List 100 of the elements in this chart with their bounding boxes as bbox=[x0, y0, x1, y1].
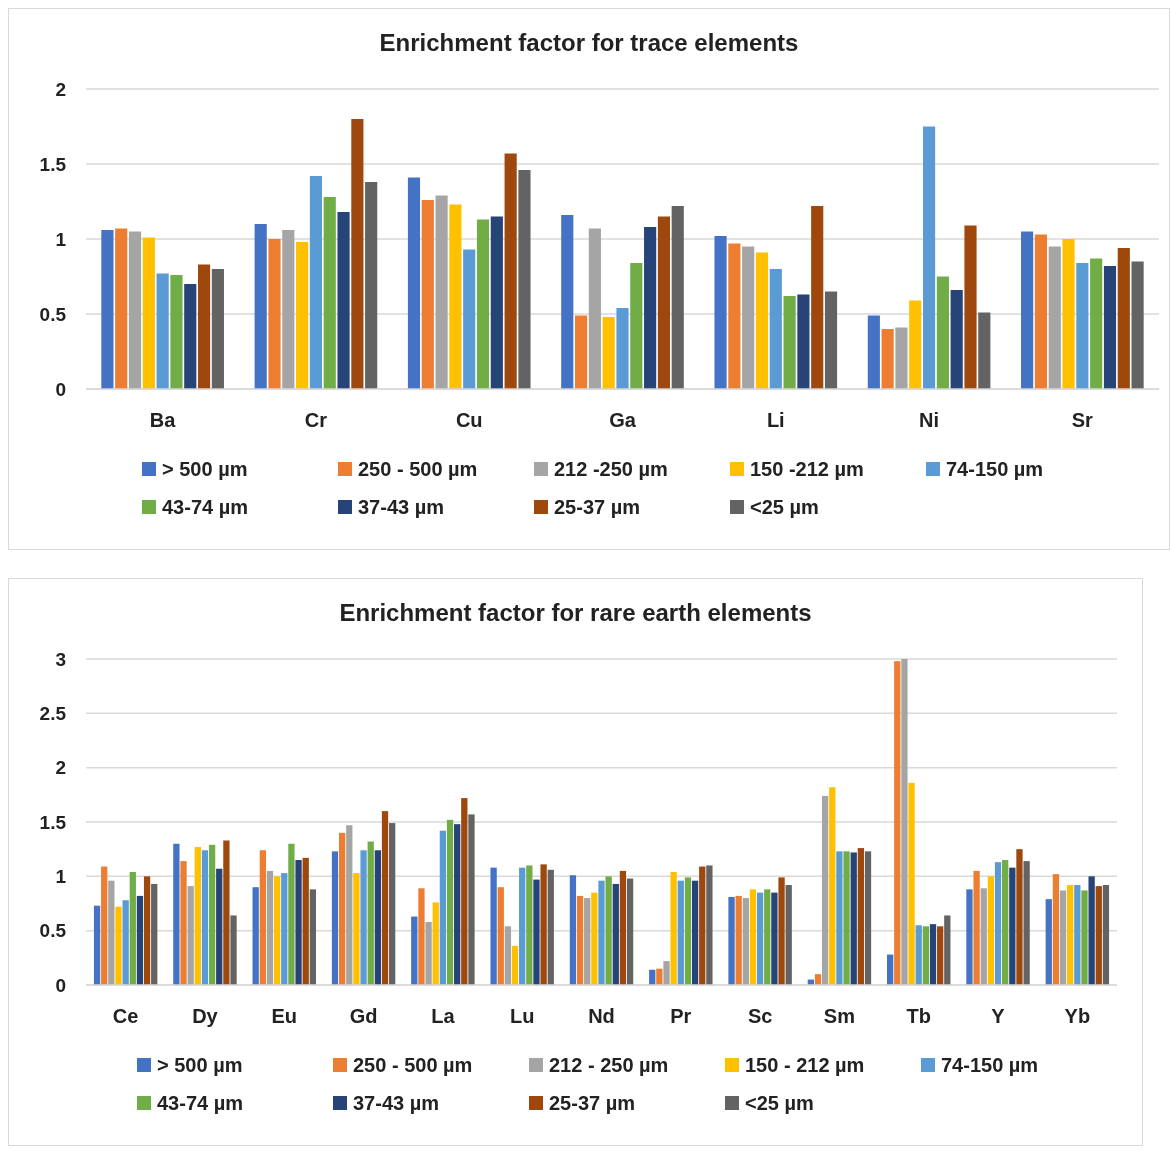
bar bbox=[1090, 258, 1103, 389]
bar bbox=[108, 880, 115, 985]
bar bbox=[435, 195, 448, 389]
x-tick-label: Tb bbox=[906, 1005, 931, 1027]
bar bbox=[1103, 266, 1117, 389]
bar bbox=[122, 900, 129, 985]
bar bbox=[1052, 874, 1060, 985]
bar bbox=[407, 177, 421, 389]
x-tick-label: Gd bbox=[349, 1005, 378, 1027]
bar bbox=[439, 830, 447, 985]
bar bbox=[365, 182, 378, 389]
bar bbox=[449, 204, 462, 389]
bar bbox=[526, 865, 533, 985]
x-tick-label: Sm bbox=[823, 1005, 855, 1027]
y-tick-label: 2 bbox=[55, 78, 66, 100]
x-tick-label: Yb bbox=[1064, 1005, 1091, 1027]
legend-label: 37-43 µm bbox=[353, 1092, 440, 1114]
bar bbox=[864, 851, 872, 985]
legend-label: 250 - 500 µm bbox=[353, 1054, 473, 1076]
bar bbox=[468, 814, 475, 985]
bar bbox=[446, 819, 454, 985]
legend-label: 212 - 250 µm bbox=[549, 1054, 669, 1076]
bar bbox=[671, 206, 684, 389]
bar bbox=[944, 915, 951, 985]
bar bbox=[811, 206, 824, 389]
bar bbox=[128, 231, 142, 389]
bar bbox=[978, 312, 991, 389]
bar bbox=[908, 782, 915, 985]
bar bbox=[987, 876, 995, 985]
bar bbox=[339, 832, 346, 985]
bar bbox=[273, 876, 281, 985]
bar bbox=[936, 276, 949, 389]
bar bbox=[1034, 234, 1047, 389]
bar bbox=[282, 230, 295, 389]
legend-label: <25 µm bbox=[745, 1092, 814, 1114]
bar bbox=[598, 880, 605, 985]
x-tick-label: Lu bbox=[509, 1005, 535, 1027]
bar bbox=[937, 926, 944, 985]
bar bbox=[742, 246, 755, 389]
legend-label: 43-74 µm bbox=[157, 1092, 244, 1114]
bar bbox=[735, 895, 742, 985]
bar bbox=[463, 249, 476, 389]
bar bbox=[742, 898, 749, 985]
legend-label: 150 - 212 µm bbox=[745, 1054, 865, 1076]
bar bbox=[268, 239, 281, 389]
bar bbox=[1074, 885, 1081, 985]
bar bbox=[432, 902, 439, 985]
bar bbox=[857, 848, 864, 985]
x-tick-label: Cr bbox=[304, 409, 328, 431]
bar bbox=[980, 888, 987, 985]
bar bbox=[575, 315, 588, 389]
bar bbox=[346, 825, 353, 985]
x-tick-label: Y bbox=[991, 1005, 1006, 1027]
bar bbox=[101, 866, 108, 985]
bar bbox=[887, 954, 894, 985]
y-tick-label: 1.5 bbox=[39, 153, 67, 175]
bar bbox=[421, 200, 434, 389]
bar bbox=[569, 875, 577, 985]
bar bbox=[476, 219, 490, 389]
x-tick-label: La bbox=[431, 1005, 456, 1027]
bar bbox=[156, 273, 169, 389]
bar bbox=[950, 290, 963, 389]
bar bbox=[973, 870, 980, 985]
bar bbox=[929, 924, 937, 985]
bar bbox=[576, 895, 584, 985]
bar bbox=[504, 926, 512, 985]
bar bbox=[259, 850, 266, 985]
bar bbox=[194, 846, 201, 985]
bar bbox=[867, 315, 880, 389]
bar bbox=[266, 870, 274, 985]
bar bbox=[1016, 849, 1023, 985]
bar bbox=[115, 228, 128, 389]
bar bbox=[519, 867, 526, 985]
bar bbox=[101, 230, 114, 389]
bar bbox=[1021, 231, 1034, 389]
bar bbox=[588, 228, 601, 389]
bar bbox=[1062, 239, 1075, 389]
bar bbox=[764, 889, 771, 985]
bar bbox=[771, 892, 778, 985]
bar bbox=[901, 659, 908, 985]
bar bbox=[295, 860, 302, 985]
bar bbox=[728, 243, 741, 389]
bar bbox=[454, 824, 461, 985]
bar bbox=[1131, 261, 1144, 389]
bar bbox=[180, 861, 187, 985]
bar bbox=[389, 823, 396, 985]
bar bbox=[360, 850, 367, 985]
bar bbox=[331, 851, 339, 985]
bar bbox=[1102, 885, 1110, 985]
x-tick-label: Eu bbox=[271, 1005, 298, 1027]
bar bbox=[850, 852, 857, 985]
bar bbox=[187, 886, 194, 985]
legend-label: 37-43 µm bbox=[358, 496, 445, 518]
bar bbox=[656, 968, 663, 985]
bar bbox=[93, 905, 101, 985]
bar bbox=[755, 252, 769, 389]
legend-label: 250 - 500 µm bbox=[358, 458, 478, 480]
x-tick-label: Ni bbox=[919, 409, 940, 431]
bar bbox=[922, 926, 930, 985]
bar bbox=[797, 294, 810, 389]
